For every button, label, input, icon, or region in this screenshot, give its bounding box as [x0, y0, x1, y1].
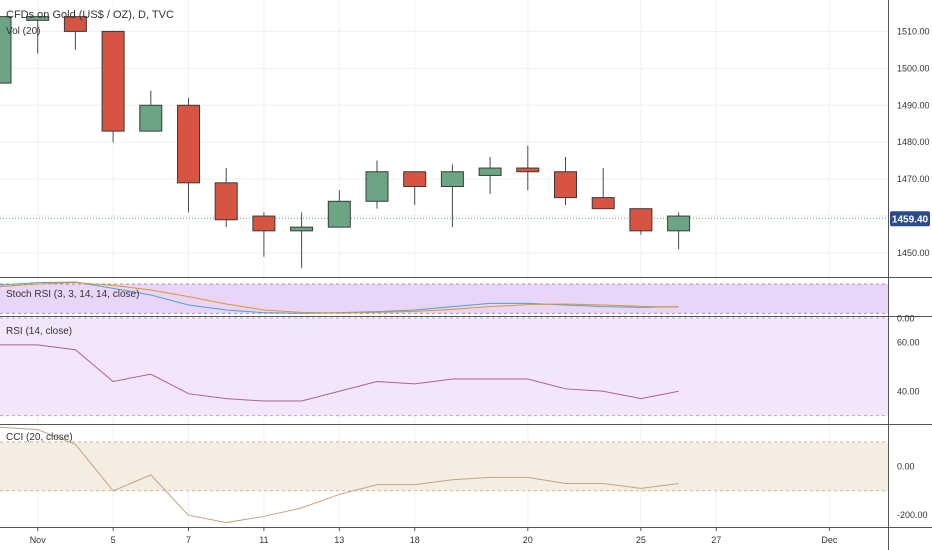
candle-body: [177, 104, 200, 184]
candle-body: [403, 171, 427, 188]
last-price-badge-bg: [890, 211, 930, 227]
candle-body: [0, 16, 12, 84]
symbol-title: CFDs on Gold (US$ / OZ), D, TVC: [6, 9, 174, 21]
candle-body: [516, 167, 540, 173]
last-price-badge: 1459.40: [890, 211, 930, 227]
candle: [327, 190, 351, 228]
candle-body: [591, 197, 615, 210]
cci-line: [0, 426, 679, 524]
x-tick-label: 11: [259, 535, 268, 545]
y-tick-label: -200.00: [897, 510, 928, 520]
y-tick-label: 1470.00: [897, 174, 930, 184]
x-tick-label: 7: [186, 535, 191, 545]
candle: [516, 145, 540, 191]
y-tick-label: 0.00: [897, 313, 915, 323]
candle-body: [139, 104, 163, 132]
rsi-band: [0, 318, 888, 416]
candle-body: [440, 171, 464, 188]
x-tick-label: 27: [711, 535, 721, 545]
candle: [365, 160, 389, 209]
candle: [63, 16, 87, 50]
candle-body: [214, 182, 238, 221]
candle-body: [290, 226, 314, 232]
candle: [591, 168, 615, 210]
stoch-rsi-label: Stoch RSI (3, 3, 14, 14, close): [6, 289, 139, 300]
candle: [26, 16, 50, 54]
volume-label: Vol (20): [6, 26, 40, 37]
candle-body: [252, 215, 276, 232]
candle-body: [478, 167, 502, 176]
candle-body: [327, 200, 351, 228]
y-tick-label: 1510.00: [897, 26, 930, 36]
candle: [101, 30, 125, 143]
x-tick-label: 18: [410, 535, 420, 545]
candle: [554, 156, 577, 205]
candle-body: [554, 171, 577, 199]
x-tick-label: 20: [523, 535, 533, 545]
candle-body: [101, 30, 125, 132]
x-tick-label: Nov: [30, 535, 47, 545]
x-tick-label: 13: [334, 535, 344, 545]
stoch-band: [0, 284, 888, 314]
candle-body: [667, 215, 691, 232]
candle: [177, 97, 200, 213]
y-tick-label: 1500.00: [897, 63, 930, 73]
axis-layer: Nov 5 7 11 13 18 20 25 27 Dec 1510.00 1500.00 1490.0…: [30, 26, 930, 545]
grid-layer: [0, 0, 888, 528]
cci-label: CCI (20, close): [6, 432, 73, 443]
last-price-value: 1459.40: [892, 214, 929, 225]
candle-body: [629, 208, 653, 232]
stoch-d-line: [0, 282, 679, 314]
candle: [629, 208, 653, 235]
y-tick-label: 60.00: [897, 337, 920, 347]
x-tick-label: 25: [636, 535, 646, 545]
candle-body: [26, 16, 50, 21]
candle-body: [365, 171, 389, 202]
y-tick-label: 1450.00: [897, 248, 930, 258]
y-tick-label: 1490.00: [897, 100, 930, 110]
y-tick-label: 40.00: [897, 386, 920, 396]
candle: [252, 212, 276, 257]
candle: [667, 212, 691, 250]
candle: [290, 212, 314, 268]
cci-band: [0, 441, 888, 491]
x-tick-label: 5: [111, 535, 116, 545]
candle-body: [63, 16, 87, 32]
y-tick-label: 1480.00: [897, 137, 930, 147]
x-tick-label: Dec: [821, 535, 838, 545]
indicator-bands: [0, 283, 888, 492]
rsi-line: [0, 344, 679, 402]
rsi-label: RSI (14, close): [6, 326, 72, 337]
candle: [139, 90, 163, 132]
candles-layer: [0, 16, 691, 268]
indicator-lines-layer: [0, 281, 679, 524]
candle: [403, 171, 427, 205]
y-tick-label: 0.00: [897, 461, 915, 471]
candle: [440, 164, 464, 228]
candle: [478, 156, 502, 194]
candle: [0, 16, 12, 84]
candle: [214, 168, 238, 228]
